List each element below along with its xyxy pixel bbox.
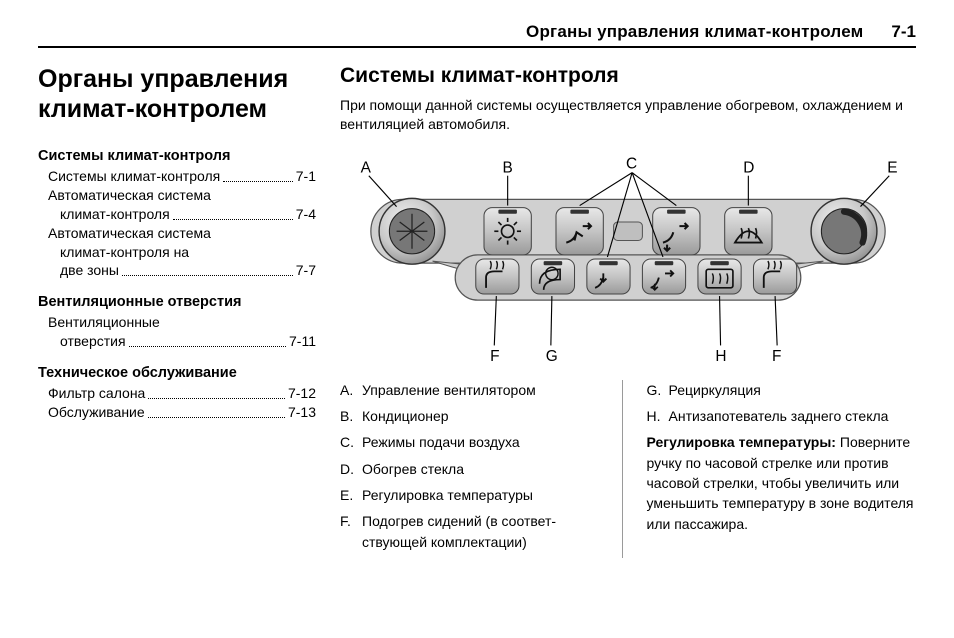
toc-group: Техническое обслуживание Фильтр салона 7… <box>38 365 316 422</box>
toc-dots <box>173 219 293 220</box>
running-head: Органы управления климат-контролем 7-1 <box>38 22 916 48</box>
content-columns: Органы управления климат-контролем Систе… <box>38 64 916 558</box>
legend-letter: D. <box>340 459 362 479</box>
legend-text: Регулировка температуры <box>362 485 533 505</box>
toc-dots <box>122 275 293 276</box>
toc-group: Вентиляционные отверстия Вентиляционные … <box>38 294 316 351</box>
section-title: Системы климат-контроля <box>340 64 916 88</box>
legend-item: B.Кондиционер <box>340 406 610 426</box>
toc-label: Фильтр салона <box>48 384 145 403</box>
toc-label: отверстия <box>60 332 126 351</box>
callout-G: G <box>546 348 558 365</box>
callout-E: E <box>887 159 897 176</box>
toc-line: Обслуживание 7-13 <box>38 403 316 422</box>
toc-page: 7-11 <box>289 332 316 351</box>
toc-head: Техническое обслуживание <box>38 365 316 381</box>
legend-text: Антизапотеватель заднего стекла <box>669 406 889 426</box>
callout-F2: F <box>772 348 781 365</box>
legend-letter: A. <box>340 380 362 400</box>
climate-control-diagram: A B C D E F G H F <box>340 150 916 366</box>
toc-dots <box>129 346 286 347</box>
toc-label: Обслуживание <box>48 403 145 422</box>
legend-letter: F. <box>340 511 362 552</box>
intro-text: При помощи данной системы осуществляется… <box>340 96 916 134</box>
left-column: Органы управления климат-контролем Систе… <box>38 64 316 558</box>
chapter-title: Органы управления климат-контролем <box>38 64 316 124</box>
callout-B: B <box>503 159 513 176</box>
legend-letter: C. <box>340 432 362 452</box>
legend-item: A.Управление вентилятором <box>340 380 610 400</box>
toc-line: Вентиляционные <box>38 313 316 332</box>
callout-A: A <box>361 159 372 176</box>
toc-line: климат-контроля 7-4 <box>38 205 316 224</box>
legend-item: E.Регулировка температуры <box>340 485 610 505</box>
toc-page: 7-7 <box>296 261 316 280</box>
legend-text: Обогрев стекла <box>362 459 464 479</box>
legend-columns: A.Управление вентилятором B.Кондиционер … <box>340 380 916 558</box>
legend-column-a: A.Управление вентилятором B.Кондиционер … <box>340 380 623 558</box>
toc-line: Системы климат-контроля 7-1 <box>38 167 316 186</box>
diagram-svg: A B C D E F G H F <box>340 150 916 366</box>
toc-page: 7-13 <box>288 403 316 422</box>
toc-line: Автоматическая система <box>38 186 316 205</box>
toc-label: Системы климат-контроля <box>48 167 220 186</box>
toc-page: 7-1 <box>296 167 316 186</box>
toc-page: 7-12 <box>288 384 316 403</box>
toc-dots <box>223 181 293 182</box>
toc-page: 7-4 <box>296 205 316 224</box>
legend-letter: B. <box>340 406 362 426</box>
legend-letter: H. <box>647 406 669 426</box>
toc-line: отверстия 7-11 <box>38 332 316 351</box>
toc-label: две зоны <box>60 261 119 280</box>
toc-head: Вентиляционные отверстия <box>38 294 316 310</box>
legend-text: Рециркуляция <box>669 380 761 400</box>
legend-text: Управление вентилятором <box>362 380 536 400</box>
toc-head: Системы климат-контроля <box>38 148 316 164</box>
toc-line: две зоны 7-7 <box>38 261 316 280</box>
legend-column-b: G.Рециркуляция H.Антизапотеватель заднег… <box>643 380 917 558</box>
legend-text: Режимы подачи воздуха <box>362 432 520 452</box>
running-head-page: 7-1 <box>891 22 916 42</box>
para-head: Регулировка температуры: <box>647 434 836 450</box>
temperature-paragraph: Регулировка температуры: Поверните ручку… <box>647 432 917 533</box>
legend-item: H.Антизапотеватель заднего стекла <box>647 406 917 426</box>
callout-D: D <box>743 159 754 176</box>
legend-text: Подогрев сидений (в соответ­ствующей ком… <box>362 511 610 552</box>
callout-C: C <box>626 155 637 172</box>
legend-letter: G. <box>647 380 669 400</box>
legend-text: Кондиционер <box>362 406 449 426</box>
toc-label: климат-контроля <box>60 205 170 224</box>
toc-line: Фильтр салона 7-12 <box>38 384 316 403</box>
legend-letter: E. <box>340 485 362 505</box>
right-column: Системы климат-контроля При помощи данно… <box>340 64 916 558</box>
callout-F: F <box>490 348 499 365</box>
running-head-title: Органы управления климат-контролем <box>526 22 863 42</box>
toc-dots <box>148 398 285 399</box>
legend-item: F.Подогрев сидений (в соответ­ствующей к… <box>340 511 610 552</box>
toc-line: Автоматическая система <box>38 224 316 243</box>
callout-H: H <box>715 348 726 365</box>
legend-item: C.Режимы подачи воздуха <box>340 432 610 452</box>
toc-group: Системы климат-контроля Системы климат-к… <box>38 148 316 280</box>
legend-item: G.Рециркуляция <box>647 380 917 400</box>
legend-item: D.Обогрев стекла <box>340 459 610 479</box>
toc-line: климат-контроля на <box>38 243 316 262</box>
toc-dots <box>148 417 285 418</box>
